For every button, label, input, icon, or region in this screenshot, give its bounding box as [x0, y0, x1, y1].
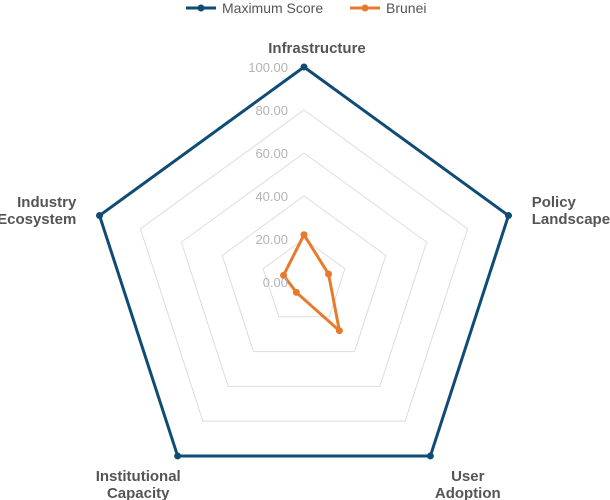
tick-label-1: 20.00	[255, 232, 288, 247]
legend-label-maximum-score: Maximum Score	[222, 0, 323, 16]
legend-item-brunei[interactable]: Brunei	[350, 0, 426, 16]
point-brunei-institutional-capacity[interactable]	[292, 288, 300, 296]
point-brunei-infrastructure[interactable]	[300, 231, 308, 239]
tick-label-2: 40.00	[255, 189, 288, 204]
radar-grid	[98, 66, 510, 457]
series-brunei	[280, 231, 343, 335]
series-line-brunei	[282, 233, 341, 333]
legend: Maximum Score Brunei	[186, 0, 426, 16]
grid-ring-4	[139, 109, 469, 422]
series-layer	[96, 63, 512, 460]
point-maximum-score-institutional-capacity[interactable]	[174, 452, 182, 460]
point-maximum-score-policy-landscape[interactable]	[504, 212, 512, 220]
point-brunei-user-adoption[interactable]	[335, 327, 343, 335]
grid-ring-2	[221, 195, 387, 353]
point-brunei-industry-ecosystem[interactable]	[280, 271, 288, 279]
tick-label-3: 60.00	[255, 146, 288, 161]
grid-ring-1	[262, 238, 346, 318]
legend-label-brunei: Brunei	[386, 0, 426, 16]
series-line-maximum-score	[98, 65, 510, 458]
point-maximum-score-infrastructure[interactable]	[300, 63, 308, 71]
point-brunei-policy-landscape[interactable]	[325, 270, 333, 278]
radial-tick-labels: 0.00 20.00 40.00 60.00 80.00 100.00	[248, 60, 288, 290]
category-label-industry-ecosystem: Industry Ecosystem	[0, 194, 77, 228]
tick-label-5: 100.00	[248, 60, 288, 75]
category-label-user-adoption: User Adoption	[435, 468, 501, 500]
category-label-institutional-capacity: Institutional Capacity	[96, 468, 181, 500]
legend-marker-maximum-score	[197, 4, 205, 12]
point-maximum-score-user-adoption[interactable]	[426, 452, 434, 460]
category-label-infrastructure: Infrastructure	[268, 40, 366, 57]
point-maximum-score-industry-ecosystem[interactable]	[96, 212, 104, 220]
tick-label-0: 0.00	[263, 275, 288, 290]
tick-label-4: 80.00	[255, 103, 288, 118]
grid-ring-3	[180, 152, 428, 387]
series-maximum-score	[96, 63, 512, 460]
category-label-policy-landscape: Policy Landscape	[532, 194, 610, 228]
grid-ring-5	[98, 66, 510, 457]
legend-item-maximum-score[interactable]: Maximum Score	[186, 0, 323, 16]
category-labels: Infrastructure Policy Landscape User Adoptio…	[0, 40, 610, 500]
legend-marker-brunei	[361, 4, 369, 12]
